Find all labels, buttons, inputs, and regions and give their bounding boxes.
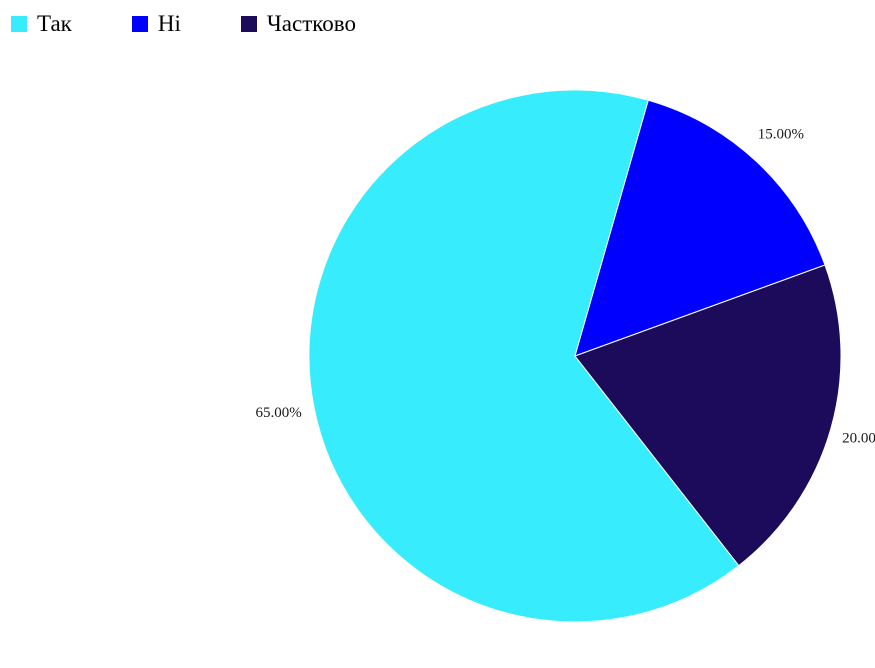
legend-label-ni: Ні [157,11,181,36]
legend-item-chastkovo[interactable]: Частково [240,11,356,36]
legend-swatch-ni [131,16,148,32]
pie-labels: 65.00% 15.00% 20.00% [255,127,875,447]
legend-swatch-tak [11,16,27,32]
pie-label-tak: 65.00% [255,405,301,421]
legend-label-chastkovo: Частково [266,11,356,36]
legend-swatch-chastkovo [240,16,257,32]
pie-slice-tak[interactable] [308,89,740,623]
chart-legend: Так Ні Частково [11,8,356,40]
legend-label-tak: Так [37,11,72,36]
pie-slices [308,89,842,623]
pie-label-ni: 15.00% [758,127,804,143]
pie-slice-ni[interactable] [574,99,826,357]
legend-item-tak[interactable]: Так [11,12,72,36]
pie-slice-chastkovo[interactable] [574,264,842,567]
pie-label-chastkovo: 20.00% [842,431,875,447]
legend-item-ni[interactable]: Ні [131,11,181,36]
